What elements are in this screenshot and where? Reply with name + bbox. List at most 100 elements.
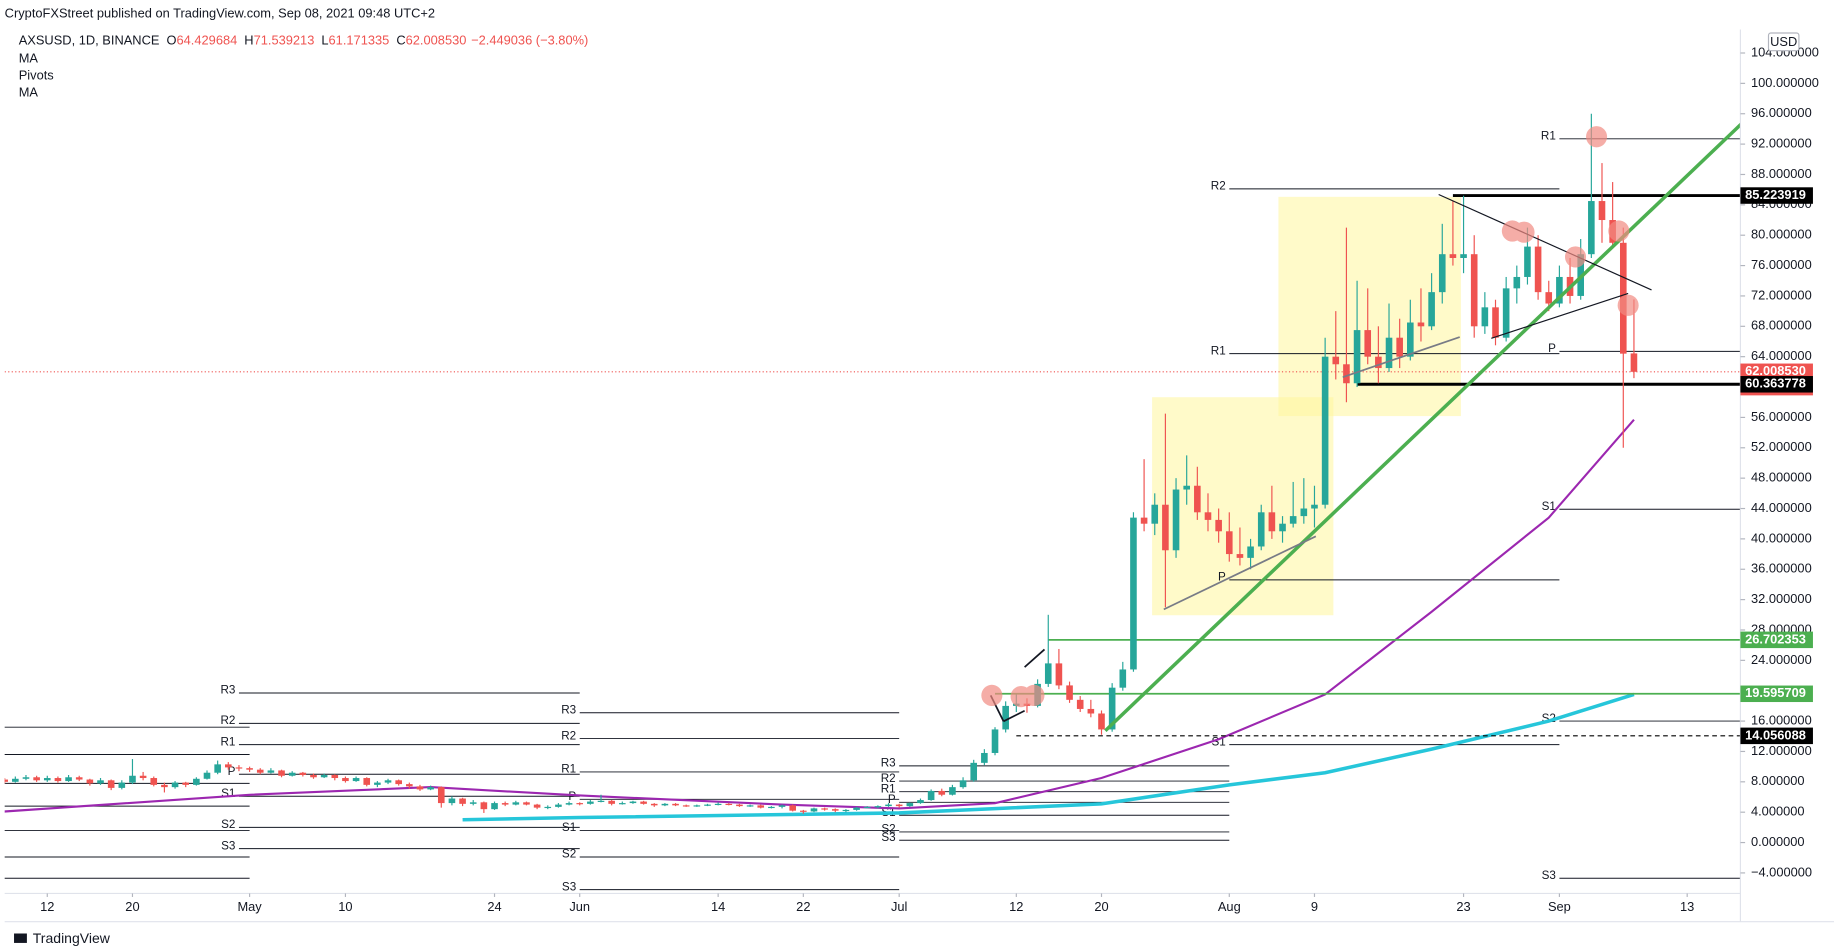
candle-body bbox=[1598, 201, 1606, 221]
plot: R3R2R1PS1S2S3R3R2R1PS1S2S3R3R2R1PS1S2S3R… bbox=[4, 113, 1741, 893]
candle-body bbox=[1268, 512, 1276, 532]
candle-body bbox=[320, 774, 328, 778]
price-tag bbox=[1740, 376, 1813, 393]
y-tick-label: 64.000000 bbox=[1751, 348, 1812, 363]
candle-body bbox=[384, 780, 392, 783]
y-tick-label: 36.000000 bbox=[1751, 561, 1812, 576]
candle-body bbox=[171, 782, 179, 788]
candle-body bbox=[235, 767, 243, 769]
candle-body bbox=[427, 787, 434, 790]
candle-body bbox=[1470, 254, 1478, 327]
candle-body bbox=[395, 780, 402, 785]
candle-body bbox=[193, 778, 200, 785]
candle-body bbox=[1438, 254, 1446, 293]
price-tag bbox=[1740, 685, 1813, 703]
candle-body bbox=[906, 803, 914, 807]
pivot-label: S1 bbox=[562, 821, 576, 834]
candle-body bbox=[927, 790, 935, 801]
candle-body bbox=[406, 784, 413, 787]
candle-body bbox=[1321, 356, 1329, 505]
candle-body bbox=[203, 772, 211, 779]
candle-body bbox=[1236, 554, 1244, 558]
candle-body bbox=[4, 779, 8, 782]
pivot-label: S2 bbox=[562, 848, 576, 861]
x-tick-label: 14 bbox=[711, 899, 725, 914]
y-tick-label: 0.000000 bbox=[1751, 834, 1805, 849]
logo-mark bbox=[14, 933, 27, 943]
candle-body bbox=[1002, 705, 1009, 730]
candle-body bbox=[246, 768, 253, 770]
candle-body bbox=[1076, 699, 1084, 709]
ohlc-value: 61.171335 bbox=[329, 33, 390, 48]
candle-body bbox=[576, 803, 584, 805]
candle-body bbox=[437, 787, 445, 804]
candle-body bbox=[1385, 337, 1393, 369]
trendline bbox=[1024, 648, 1046, 668]
candle-body bbox=[129, 775, 136, 783]
candle-body bbox=[214, 764, 221, 773]
candle-body bbox=[991, 729, 999, 753]
candle-body bbox=[682, 805, 690, 807]
pivot-label: P bbox=[888, 793, 896, 806]
x-tick-label: Sep bbox=[1548, 899, 1571, 914]
price-tag-label: 60.363778 bbox=[1745, 376, 1806, 391]
pivot-label: S3 bbox=[1542, 869, 1557, 882]
y-tick-label: 96.000000 bbox=[1751, 105, 1812, 120]
candle-body bbox=[448, 798, 456, 804]
marker bbox=[981, 684, 1003, 707]
candle-body bbox=[831, 809, 839, 811]
y-tick-label: 68.000000 bbox=[1751, 318, 1812, 333]
y-tick-label: 88.000000 bbox=[1751, 166, 1812, 181]
candle-body bbox=[161, 784, 168, 788]
candle-body bbox=[480, 802, 488, 810]
candle-body bbox=[54, 778, 62, 782]
ohlc-key: C bbox=[396, 33, 405, 48]
ohlc-key: O bbox=[166, 33, 176, 48]
trendline bbox=[1438, 193, 1652, 291]
candle-body bbox=[1300, 508, 1308, 517]
candle-body bbox=[757, 805, 765, 808]
x-tick-label: May bbox=[237, 899, 262, 914]
candle-body bbox=[1183, 485, 1190, 490]
pivot-label: S2 bbox=[881, 823, 895, 836]
marker bbox=[1586, 126, 1608, 148]
candle-body bbox=[1375, 356, 1382, 369]
candle-body bbox=[86, 779, 94, 784]
candle-body bbox=[895, 804, 903, 807]
symbol-legend: AXSUSD, 1D, BINANCE O64.429684 H71.539213 L… bbox=[19, 33, 589, 48]
pivot-label: P bbox=[228, 765, 236, 778]
x-tick-label: 24 bbox=[487, 899, 501, 914]
candle-body bbox=[1630, 353, 1638, 372]
candle-body bbox=[821, 808, 828, 810]
drawings bbox=[1152, 196, 1461, 616]
trendlines bbox=[981, 122, 1741, 733]
candle-body bbox=[693, 805, 701, 807]
candle-body bbox=[1449, 254, 1457, 258]
candle-body bbox=[459, 798, 466, 804]
candle-body bbox=[118, 782, 126, 788]
candle-body bbox=[810, 808, 818, 812]
candle-body bbox=[1044, 663, 1052, 684]
candle-body bbox=[1343, 364, 1350, 384]
pivot-label: S3 bbox=[221, 839, 236, 852]
candle-body bbox=[629, 801, 637, 804]
ohlc-value: 71.539213 bbox=[254, 33, 315, 48]
pivot-label: S1 bbox=[221, 787, 235, 800]
candle-body bbox=[704, 804, 711, 806]
x-tick-label: 20 bbox=[1094, 899, 1108, 914]
pivot-label: S3 bbox=[562, 880, 577, 893]
pivot-label: S1 bbox=[1542, 500, 1556, 513]
pivot-label: R1 bbox=[1541, 129, 1556, 142]
y-tick-label: 40.000000 bbox=[1751, 530, 1812, 545]
pivot-label: R3 bbox=[561, 703, 576, 716]
candle-body bbox=[256, 769, 264, 773]
y-tick-label: 80.000000 bbox=[1751, 227, 1812, 242]
publish-note: CryptoFXStreet published on TradingView.… bbox=[5, 6, 435, 21]
candle-body bbox=[555, 804, 562, 807]
candle-body bbox=[1524, 246, 1531, 277]
y-tick-label: 8.000000 bbox=[1751, 773, 1805, 788]
brand: TradingView bbox=[33, 930, 111, 946]
candle-body bbox=[1204, 512, 1212, 520]
candle-body bbox=[33, 777, 40, 781]
